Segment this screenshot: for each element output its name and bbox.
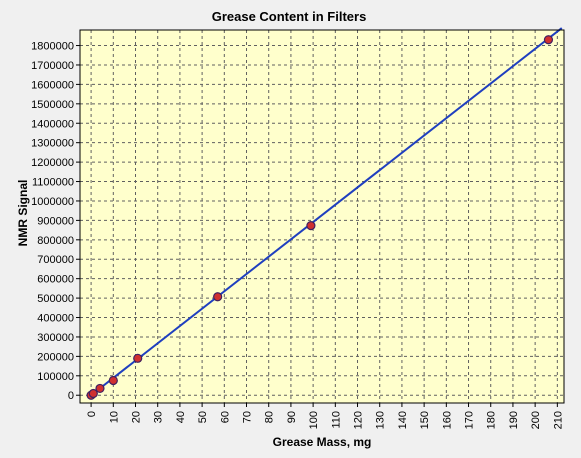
data-point [88, 388, 98, 399]
y-tick-label: 500000 [37, 293, 74, 305]
x-tick-label: 20 [131, 411, 143, 423]
x-tick-label: 70 [242, 411, 254, 423]
x-tick-label: 130 [375, 411, 387, 429]
data-point [133, 353, 143, 363]
x-tick-label: 190 [508, 411, 520, 429]
y-axis-label: NMR Signal [16, 180, 30, 247]
y-tick-label: 0 [68, 390, 74, 402]
y-tick-label: 1000000 [31, 196, 74, 208]
x-tick-label: 100 [308, 411, 320, 429]
y-tick-label: 800000 [37, 235, 74, 247]
data-point [108, 375, 118, 386]
x-tick-label: 150 [419, 411, 431, 429]
data-point [306, 221, 316, 231]
x-axis-ticks: 0 10 20 30 40 50 60 70 80 90 100 110 120 130 140 150 160… [86, 403, 564, 429]
data-point [95, 383, 105, 394]
y-tick-label: 400000 [37, 313, 74, 325]
x-axis-label: Grease Mass, mg [273, 435, 372, 449]
x-tick-label: 210 [552, 411, 564, 429]
data-point [213, 292, 223, 302]
x-tick-label: 40 [175, 411, 187, 423]
y-axis-ticks: 0 100000 200000 300000 400000 500000 600000 700… [31, 41, 80, 402]
y-tick-label: 200000 [37, 351, 74, 363]
x-tick-label: 50 [197, 411, 209, 423]
x-tick-label: 110 [330, 411, 342, 429]
x-tick-label: 90 [286, 411, 298, 423]
y-tick-label: 1100000 [32, 177, 74, 189]
y-tick-label: 100000 [37, 371, 74, 383]
y-tick-label: 1300000 [31, 138, 74, 150]
y-tick-label: 1600000 [31, 79, 74, 91]
y-tick-label: 1800000 [31, 41, 74, 53]
x-tick-label: 140 [397, 411, 409, 429]
y-tick-label: 900000 [37, 215, 74, 227]
y-tick-label: 600000 [37, 274, 74, 286]
x-tick-label: 170 [464, 411, 476, 429]
data-point [543, 35, 554, 45]
x-tick-label: 30 [153, 411, 165, 423]
plot-frame [79, 29, 565, 404]
x-tick-label: 200 [530, 411, 542, 429]
x-tick-label: 120 [353, 411, 365, 429]
y-tick-label: 1700000 [31, 60, 74, 72]
y-tick-label: 1200000 [31, 157, 74, 169]
y-tick-label: 700000 [37, 254, 74, 266]
y-tick-label: 1500000 [31, 99, 74, 111]
x-tick-label: 80 [264, 411, 276, 423]
chart-title: Grease Content in Filters [212, 9, 367, 24]
x-tick-label: 0 [86, 411, 98, 417]
data-series [86, 27, 563, 400]
x-tick-label: 60 [219, 411, 231, 423]
y-tick-label: 300000 [37, 332, 74, 344]
x-tick-label: 10 [108, 411, 120, 423]
x-tick-label: 160 [441, 411, 453, 429]
fit-line [90, 27, 563, 397]
y-tick-label: 1400000 [31, 118, 74, 130]
x-tick-label: 180 [486, 411, 498, 429]
grid [80, 30, 564, 403]
